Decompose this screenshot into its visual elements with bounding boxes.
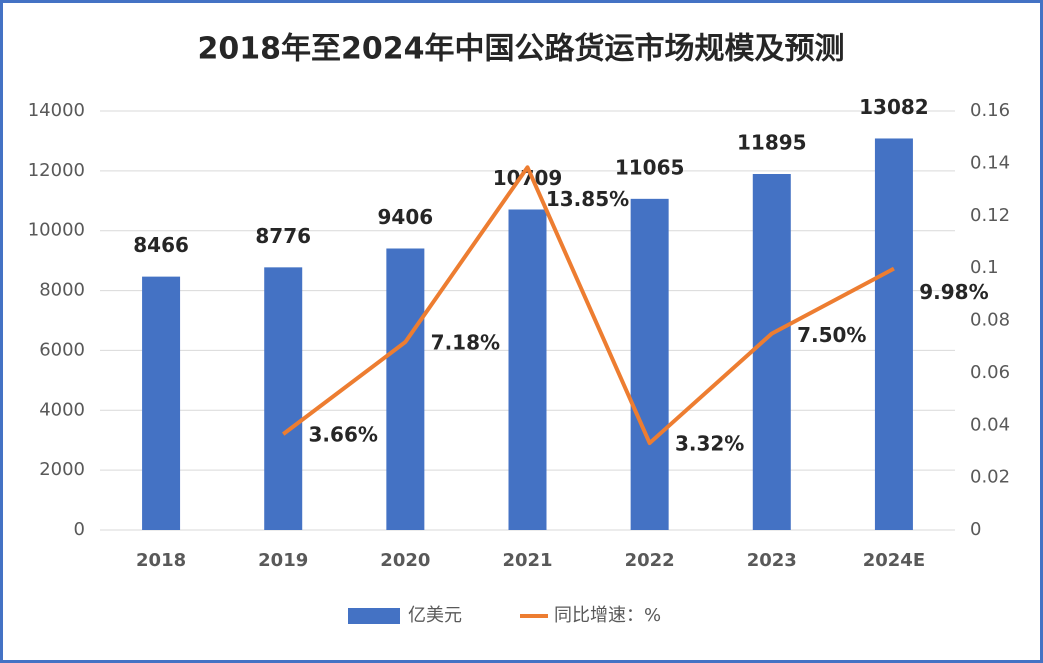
bar [630,198,669,530]
bar-value-label: 8776 [255,224,311,248]
x-tick-label: 2018 [136,550,186,571]
y2-tick-label: 0.06 [970,362,1010,383]
bar-value-label: 11895 [737,130,807,154]
line-value-label: 9.98% [919,280,988,304]
legend-label: 亿美元 [408,605,462,626]
x-tick-label: 2023 [747,550,797,571]
y2-tick-label: 0.16 [970,100,1010,121]
y-tick-label: 10000 [28,220,85,241]
line-value-label: 3.66% [309,423,378,447]
line-value-label: 3.32% [675,432,744,456]
legend-swatch [348,608,400,624]
y2-tick-label: 0.04 [970,414,1010,435]
x-tick-label: 2024E [863,550,925,571]
bar-value-label: 11065 [615,155,685,179]
x-tick-label: 2019 [258,550,308,571]
bar-value-label: 8466 [133,233,189,257]
legend-label: 同比增速：% [554,605,661,626]
x-tick-label: 2021 [502,550,552,571]
bar [874,138,913,530]
bar-value-label: 13082 [859,95,929,119]
y-tick-label: 12000 [28,160,85,181]
line-value-label: 13.85% [546,187,629,211]
bar-value-label: 9406 [378,205,434,229]
y-tick-label: 4000 [39,399,85,420]
x-tick-label: 2022 [625,550,675,571]
y2-tick-label: 0.14 [970,152,1010,173]
y2-tick-label: 0 [970,519,981,540]
chart-title: 2018年至2024年中国公路货运市场规模及预测 [198,32,845,67]
y-tick-label: 0 [74,519,85,540]
y2-tick-label: 0.02 [970,467,1010,488]
bar [142,276,181,530]
y2-tick-label: 0.08 [970,310,1010,331]
x-tick-label: 2020 [380,550,430,571]
y-tick-label: 2000 [39,459,85,480]
line-value-label: 7.18% [431,330,500,354]
bar [264,267,303,530]
bar [508,209,547,530]
y-tick-label: 8000 [39,280,85,301]
y-tick-label: 14000 [28,100,85,121]
y2-tick-label: 0.1 [970,257,999,278]
y2-tick-label: 0.12 [970,205,1010,226]
bar [386,248,425,530]
line-value-label: 7.50% [797,323,866,347]
bar [752,173,791,531]
y-tick-label: 6000 [39,339,85,360]
line [282,165,895,446]
